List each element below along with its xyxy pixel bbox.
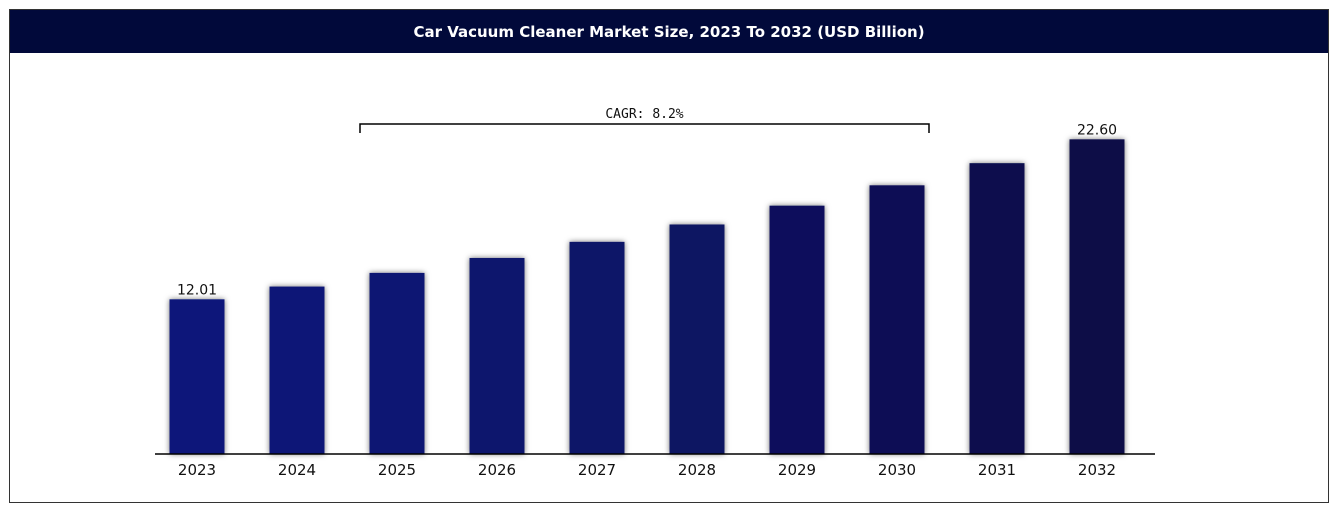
cagr-bracket bbox=[359, 123, 930, 133]
x-tick-label: 2031 bbox=[978, 461, 1016, 479]
bar-2024 bbox=[269, 286, 325, 454]
bar-2030 bbox=[869, 185, 925, 455]
x-tick-label: 2032 bbox=[1078, 461, 1116, 479]
bar-2032 bbox=[1069, 139, 1125, 454]
x-tick-label: 2025 bbox=[378, 461, 416, 479]
bar-2023 bbox=[169, 299, 225, 454]
chart-title: Car Vacuum Cleaner Market Size, 2023 To … bbox=[10, 10, 1328, 53]
x-tick-label: 2027 bbox=[578, 461, 616, 479]
bar-2029 bbox=[769, 205, 825, 454]
bar-2027 bbox=[569, 241, 625, 454]
x-tick-label: 2023 bbox=[178, 461, 216, 479]
bar-2026 bbox=[469, 257, 525, 454]
cagr-annotation: CAGR: 8.2% bbox=[359, 107, 930, 133]
cagr-label: CAGR: 8.2% bbox=[605, 107, 683, 122]
bar-2031 bbox=[969, 163, 1025, 454]
data-label-2023: 12.01 bbox=[177, 282, 217, 298]
data-label-2032: 22.60 bbox=[1077, 122, 1117, 138]
x-tick-label: 2026 bbox=[478, 461, 516, 479]
x-tick-label: 2029 bbox=[778, 461, 816, 479]
x-tick-label: 2028 bbox=[678, 461, 716, 479]
bar-2025 bbox=[369, 272, 425, 454]
bar-2028 bbox=[669, 224, 725, 454]
x-tick-label: 2024 bbox=[278, 461, 316, 479]
x-tick-label: 2030 bbox=[878, 461, 916, 479]
